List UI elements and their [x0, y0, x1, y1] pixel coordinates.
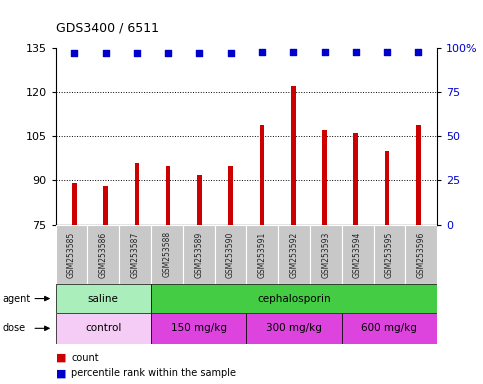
Text: GSM253592: GSM253592 — [289, 231, 298, 278]
Text: agent: agent — [2, 293, 30, 304]
Text: saline: saline — [88, 293, 119, 304]
Point — [102, 50, 110, 56]
Point — [352, 48, 360, 55]
Bar — [354, 133, 358, 225]
Bar — [151, 225, 183, 284]
Bar — [278, 225, 310, 284]
Text: ■: ■ — [56, 368, 66, 378]
Bar — [151, 284, 437, 313]
Bar — [246, 313, 342, 344]
Text: count: count — [71, 353, 99, 363]
Bar — [151, 313, 246, 344]
Bar — [56, 313, 151, 344]
Bar — [342, 313, 437, 344]
Bar — [183, 225, 214, 284]
Text: GSM253585: GSM253585 — [67, 231, 76, 278]
Point — [227, 50, 235, 56]
Text: GDS3400 / 6511: GDS3400 / 6511 — [56, 22, 158, 35]
Text: 600 mg/kg: 600 mg/kg — [361, 323, 417, 333]
Bar — [197, 175, 202, 225]
Bar — [322, 131, 327, 225]
Point — [258, 48, 266, 55]
Point — [133, 50, 141, 56]
Bar — [385, 151, 389, 225]
Text: GSM253586: GSM253586 — [99, 231, 108, 278]
Text: percentile rank within the sample: percentile rank within the sample — [71, 368, 237, 378]
Bar — [310, 225, 342, 284]
Point — [289, 48, 297, 55]
Text: GSM253589: GSM253589 — [194, 231, 203, 278]
Point — [196, 50, 203, 56]
Point — [164, 50, 172, 56]
Bar — [416, 124, 421, 225]
Text: 300 mg/kg: 300 mg/kg — [266, 323, 322, 333]
Text: GSM253591: GSM253591 — [258, 231, 267, 278]
Text: 150 mg/kg: 150 mg/kg — [170, 323, 227, 333]
Text: GSM253596: GSM253596 — [417, 231, 426, 278]
Text: dose: dose — [2, 323, 26, 333]
Bar — [260, 124, 264, 225]
Text: GSM253587: GSM253587 — [130, 231, 140, 278]
Bar — [56, 284, 151, 313]
Point — [71, 50, 78, 56]
Bar — [342, 225, 373, 284]
Point — [414, 48, 422, 55]
Text: GSM253594: GSM253594 — [353, 231, 362, 278]
Bar — [405, 225, 437, 284]
Bar — [214, 225, 246, 284]
Point — [321, 48, 328, 55]
Text: ■: ■ — [56, 353, 66, 363]
Bar — [72, 184, 77, 225]
Bar — [135, 163, 139, 225]
Text: cephalosporin: cephalosporin — [257, 293, 331, 304]
Text: GSM253593: GSM253593 — [321, 231, 330, 278]
Point — [383, 48, 391, 55]
Text: GSM253588: GSM253588 — [162, 231, 171, 278]
Text: GSM253595: GSM253595 — [385, 231, 394, 278]
Bar — [228, 166, 233, 225]
Bar — [119, 225, 151, 284]
Bar — [166, 166, 170, 225]
Bar — [56, 225, 87, 284]
Bar — [291, 86, 296, 225]
Text: GSM253590: GSM253590 — [226, 231, 235, 278]
Bar — [246, 225, 278, 284]
Bar — [103, 186, 108, 225]
Bar — [87, 225, 119, 284]
Text: control: control — [85, 323, 121, 333]
Bar — [373, 225, 405, 284]
